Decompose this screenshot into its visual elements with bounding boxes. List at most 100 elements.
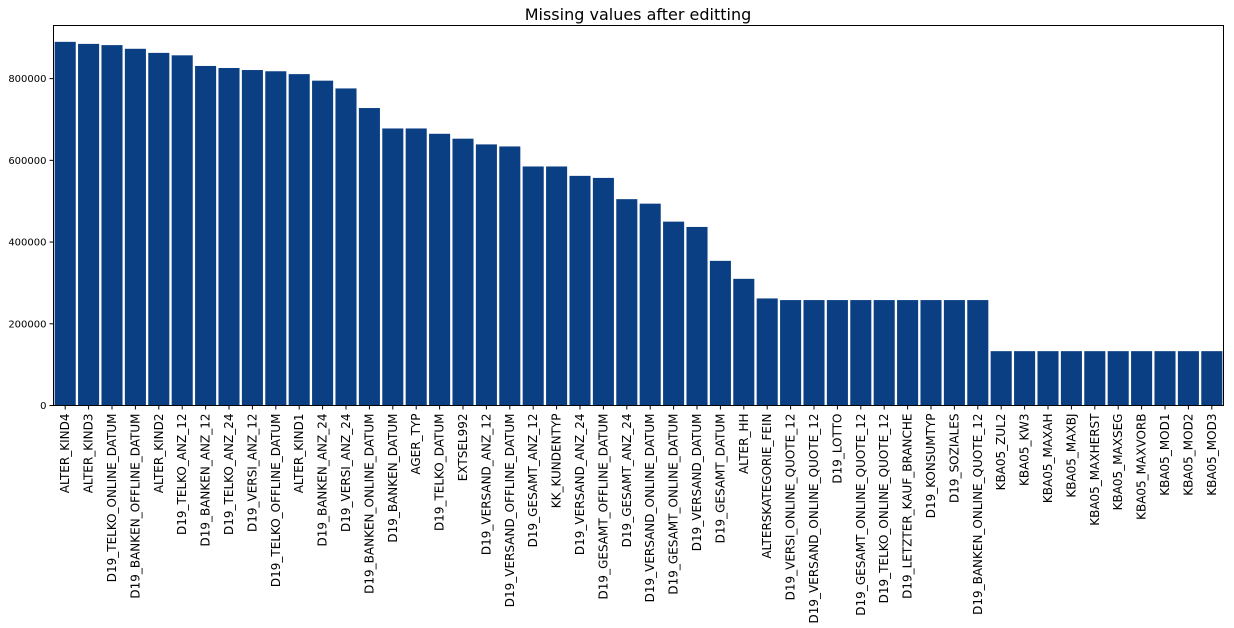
x-tick-label: D19_VERSI_ONLINE_QUOTE_12: [784, 414, 798, 601]
x-tick-label: D19_VERSAND_ONLINE_QUOTE_12: [807, 414, 821, 624]
x-tick-label: D19_TELKO_ANZ_12: [175, 414, 189, 535]
bar-d19-banken-anz-24: [312, 80, 334, 406]
x-tick-label: ALTER_KIND4: [58, 414, 72, 494]
x-tick-label: D19_BANKEN_OFFLINE_DATUM: [128, 414, 142, 599]
bar-kba05-maxbj: [1060, 351, 1082, 406]
bar-d19-gesamt-online-datum: [663, 221, 685, 406]
x-tick-label: D19_KONSUMTYP: [924, 414, 938, 519]
x-tick-label: KBA05_MAXVORB: [1135, 414, 1149, 520]
bar-alter-kind4: [54, 41, 76, 406]
bar-kba05-mod1: [1154, 351, 1176, 406]
bar-d19-telko-datum: [429, 133, 451, 406]
bar-kba05-maxherst: [1084, 351, 1106, 406]
bar-d19-telko-anz-12: [171, 55, 193, 406]
x-tick-label: D19_BANKEN_DATUM: [386, 414, 400, 543]
x-tick-label: D19_TELKO_ONLINE_DATUM: [105, 414, 119, 583]
bar-alter-hh: [733, 278, 755, 406]
bar-kba05-maxseg: [1107, 351, 1129, 406]
x-tick-label: D19_TELKO_DATUM: [433, 413, 447, 531]
bar-kba05-maxvorb: [1131, 351, 1153, 406]
bar-alterskategorie-fein: [756, 298, 778, 406]
x-tick-label: D19_VERSAND_OFFLINE_DATUM: [503, 414, 517, 608]
bar-d19-versand-online-datum: [639, 203, 661, 406]
bar-d19-versi-online-quote-12: [780, 300, 802, 406]
x-tick-label: KBA05_MOD3: [1205, 414, 1219, 496]
x-tick-label: D19_VERSAND_ANZ_24: [573, 414, 587, 556]
bar-d19-banken-online-quote-12: [967, 300, 989, 406]
bar-kba05-kw3: [1014, 351, 1036, 406]
x-tick-label: D19_BANKEN_ANZ_24: [316, 414, 330, 547]
bar-d19-gesamt-offline-datum: [592, 177, 614, 406]
bar-ager-typ: [405, 128, 427, 406]
x-tick-label: EXTSEL992: [456, 414, 470, 482]
bar-d19-banken-anz-12: [195, 65, 217, 406]
x-tick-label: D19_SOZIALES: [947, 414, 961, 503]
x-tick-label: D19_VERSAND_DATUM: [690, 414, 704, 552]
bar-d19-banken-online-datum: [358, 108, 380, 406]
x-tick-label: D19_LETZTER_KAUF_BRANCHE: [901, 414, 915, 599]
bar-kba05-maxah: [1037, 351, 1059, 406]
x-tick-label: ALTER_KIND3: [82, 414, 96, 494]
bar-d19-telko-anz-24: [218, 67, 240, 406]
x-tick-label: D19_GESAMT_OFFLINE_DATUM: [596, 414, 610, 600]
x-tick-label: D19_TELKO_ONLINE_QUOTE_12: [877, 413, 891, 603]
x-tick-label: D19_GESAMT_ANZ_24: [620, 414, 634, 548]
y-tick-label: 200000: [8, 319, 46, 330]
bar-d19-telko-offline-datum: [265, 71, 287, 406]
bar-d19-versand-offline-datum: [499, 146, 521, 406]
x-tick-label: D19_BANKEN_ONLINE_QUOTE_12: [971, 414, 985, 615]
x-tick-label: D19_BANKEN_ONLINE_DATUM: [362, 414, 376, 594]
x-tick-label: D19_TELKO_OFFLINE_DATUM: [269, 414, 283, 588]
bar-alter-kind1: [288, 74, 310, 406]
x-tick-label: KBA05_ZUL2: [994, 413, 1008, 490]
bar-d19-versand-datum: [686, 226, 708, 406]
x-tick-label: KBA05_MAXHERST: [1088, 413, 1102, 526]
bar-alter-kind3: [78, 43, 100, 406]
chart-title: Missing values after editting: [525, 5, 752, 24]
x-tick-label: D19_GESAMT_DATUM: [713, 414, 727, 544]
bar-extsel992: [452, 138, 474, 406]
x-tick-label: ALTER_KIND2: [152, 414, 166, 494]
bar-d19-versand-online-quote-12: [803, 300, 825, 406]
x-tick-label: D19_VERSAND_ONLINE_DATUM: [643, 414, 657, 603]
bar-d19-lotto: [826, 300, 848, 406]
bar-d19-gesamt-anz-12: [522, 166, 544, 406]
x-tick-label: D19_GESAMT_ONLINE_DATUM: [667, 414, 681, 595]
bar-d19-telko-online-quote-12: [873, 300, 895, 406]
bars-group: [54, 41, 1223, 406]
bar-d19-banken-datum: [382, 128, 404, 406]
bar-d19-gesamt-datum: [709, 260, 731, 406]
bar-d19-versi-anz-24: [335, 88, 357, 406]
x-tick-label: KBA05_MOD2: [1181, 414, 1195, 496]
bar-d19-versand-anz-24: [569, 175, 591, 406]
bar-kk-kundentyp: [546, 166, 568, 406]
bar-d19-gesamt-anz-24: [616, 199, 638, 406]
bar-d19-telko-online-datum: [101, 45, 123, 406]
bar-d19-letzter-kauf-branche: [897, 300, 919, 406]
x-tick-label: ALTER_HH: [737, 414, 751, 475]
x-tick-label: D19_BANKEN_ANZ_12: [199, 414, 213, 547]
bar-d19-gesamt-online-quote-12: [850, 300, 872, 406]
x-tick-label: KK_KUNDENTYP: [550, 414, 564, 509]
x-tick-label: D19_GESAMT_ONLINE_QUOTE_12: [854, 414, 868, 616]
x-tick-label: KBA05_MAXSEG: [1111, 414, 1125, 511]
x-tick-label: D19_VERSAND_ANZ_12: [479, 414, 493, 556]
bar-d19-versi-anz-12: [241, 70, 263, 406]
y-axis: 0 200000 400000 600000 800000: [8, 74, 54, 412]
x-tick-label: KBA05_MOD1: [1158, 414, 1172, 496]
x-tick-label: AGER_TYP: [409, 414, 423, 475]
x-tick-label: D19_VERSI_ANZ_24: [339, 414, 353, 532]
y-tick-label: 400000: [8, 238, 46, 249]
x-tick-label: D19_VERSI_ANZ_12: [245, 414, 259, 532]
x-axis: ALTER_KIND4 ALTER_KIND3 D19_TELKO_ONLINE_D…: [58, 405, 1219, 624]
bar-kba05-mod3: [1201, 351, 1223, 406]
x-tick-label: KBA05_MAXAH: [1041, 414, 1055, 504]
x-tick-label: D19_TELKO_ANZ_24: [222, 414, 236, 535]
x-tick-label: D19_LOTTO: [830, 414, 844, 484]
bar-alter-kind2: [148, 52, 170, 406]
bar-kba05-mod2: [1177, 351, 1199, 406]
y-tick-label: 600000: [8, 156, 46, 167]
bar-kba05-zul2: [990, 351, 1012, 406]
y-tick-label: 0: [40, 401, 46, 412]
